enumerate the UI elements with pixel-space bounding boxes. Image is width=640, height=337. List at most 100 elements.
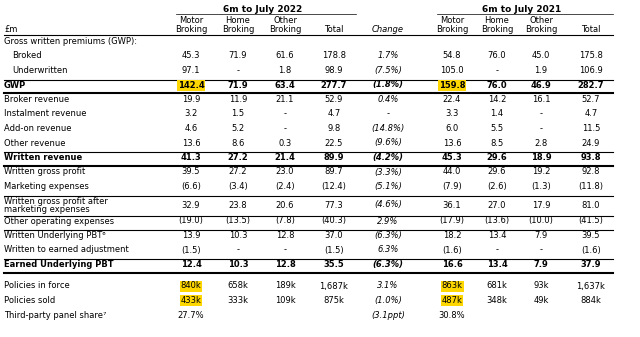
Text: 13.6: 13.6 [182, 139, 200, 148]
Text: Total: Total [324, 25, 344, 34]
Text: (17.9): (17.9) [440, 216, 465, 225]
Text: 61.6: 61.6 [276, 52, 294, 61]
Text: 4.7: 4.7 [328, 110, 340, 119]
Text: 109k: 109k [275, 296, 295, 305]
Text: 1,637k: 1,637k [577, 281, 605, 290]
Text: 2.8: 2.8 [534, 139, 548, 148]
Text: (1.5): (1.5) [324, 245, 344, 254]
Text: 4.6: 4.6 [184, 124, 198, 133]
Text: 178.8: 178.8 [322, 52, 346, 61]
Text: marketing expenses: marketing expenses [4, 206, 90, 214]
Text: 175.8: 175.8 [579, 52, 603, 61]
Text: (3.3%): (3.3%) [374, 167, 402, 177]
Text: (1.6): (1.6) [442, 245, 462, 254]
Text: 6m to July 2021: 6m to July 2021 [482, 5, 561, 14]
Text: (3.1ppt): (3.1ppt) [371, 310, 405, 319]
Text: Written gross profit: Written gross profit [4, 167, 85, 177]
Text: (2.6): (2.6) [487, 182, 507, 191]
Text: 840k: 840k [180, 281, 202, 290]
Text: (9.6%): (9.6%) [374, 139, 402, 148]
Text: Add-on revenue: Add-on revenue [4, 124, 72, 133]
Text: Other: Other [273, 16, 297, 25]
Text: (7.9): (7.9) [442, 182, 462, 191]
Text: (5.1%): (5.1%) [374, 182, 402, 191]
Text: 97.1: 97.1 [182, 66, 200, 75]
Text: Policies sold: Policies sold [4, 296, 55, 305]
Text: (40.3): (40.3) [321, 216, 346, 225]
Text: (7.8): (7.8) [275, 216, 295, 225]
Text: 106.9: 106.9 [579, 66, 603, 75]
Text: Total: Total [581, 25, 601, 34]
Text: 105.0: 105.0 [440, 66, 464, 75]
Text: 6.0: 6.0 [445, 124, 459, 133]
Text: 20.6: 20.6 [276, 201, 294, 210]
Text: 11.5: 11.5 [582, 124, 600, 133]
Text: Underwritten: Underwritten [12, 66, 67, 75]
Text: Motor: Motor [179, 16, 203, 25]
Text: Written to earned adjustment: Written to earned adjustment [4, 245, 129, 254]
Text: 35.5: 35.5 [324, 260, 344, 269]
Text: 1.4: 1.4 [490, 110, 504, 119]
Text: 36.1: 36.1 [443, 201, 461, 210]
Text: -: - [284, 245, 287, 254]
Text: 333k: 333k [227, 296, 248, 305]
Text: (13.6): (13.6) [484, 216, 509, 225]
Text: 10.3: 10.3 [228, 231, 247, 240]
Text: 19.9: 19.9 [182, 95, 200, 104]
Text: 45.3: 45.3 [182, 52, 200, 61]
Text: (10.0): (10.0) [529, 216, 554, 225]
Text: 7.9: 7.9 [534, 260, 548, 269]
Text: 13.6: 13.6 [443, 139, 461, 148]
Text: -: - [540, 110, 543, 119]
Text: Written revenue: Written revenue [4, 153, 83, 162]
Text: 76.0: 76.0 [486, 81, 508, 90]
Text: 27.2: 27.2 [228, 153, 248, 162]
Text: 22.5: 22.5 [325, 139, 343, 148]
Text: 17.9: 17.9 [532, 201, 550, 210]
Text: 37.0: 37.0 [324, 231, 343, 240]
Text: 19.2: 19.2 [532, 167, 550, 177]
Text: 5.2: 5.2 [232, 124, 244, 133]
Text: 12.4: 12.4 [180, 260, 202, 269]
Text: (1.8%): (1.8%) [372, 81, 403, 90]
Text: Home: Home [225, 16, 250, 25]
Text: 76.0: 76.0 [488, 52, 506, 61]
Text: 30.8%: 30.8% [438, 310, 465, 319]
Text: -: - [540, 124, 543, 133]
Text: -: - [237, 66, 239, 75]
Text: 89.9: 89.9 [324, 153, 344, 162]
Text: 37.9: 37.9 [580, 260, 601, 269]
Text: (6.6): (6.6) [181, 182, 201, 191]
Text: 4.7: 4.7 [584, 110, 598, 119]
Text: 12.8: 12.8 [275, 260, 296, 269]
Text: 54.8: 54.8 [443, 52, 461, 61]
Text: Motor: Motor [440, 16, 464, 25]
Text: Broker revenue: Broker revenue [4, 95, 69, 104]
Text: 71.9: 71.9 [228, 52, 247, 61]
Text: (19.0): (19.0) [179, 216, 204, 225]
Text: 39.5: 39.5 [182, 167, 200, 177]
Text: Broking: Broking [481, 25, 513, 34]
Text: 63.4: 63.4 [275, 81, 296, 90]
Text: 13.4: 13.4 [488, 231, 506, 240]
Text: Written gross profit after: Written gross profit after [4, 196, 108, 206]
Text: 46.9: 46.9 [531, 81, 552, 90]
Text: 8.6: 8.6 [231, 139, 244, 148]
Text: Written Underlying PBT⁶: Written Underlying PBT⁶ [4, 231, 106, 240]
Text: 45.0: 45.0 [532, 52, 550, 61]
Text: 5.5: 5.5 [490, 124, 504, 133]
Text: 27.7%: 27.7% [178, 310, 204, 319]
Text: 44.0: 44.0 [443, 167, 461, 177]
Text: £m: £m [4, 25, 17, 34]
Text: 23.8: 23.8 [228, 201, 247, 210]
Text: Broked: Broked [12, 52, 42, 61]
Text: 71.9: 71.9 [228, 81, 248, 90]
Text: Home: Home [484, 16, 509, 25]
Text: 18.9: 18.9 [531, 153, 551, 162]
Text: GWP: GWP [4, 81, 26, 90]
Text: (41.5): (41.5) [579, 216, 604, 225]
Text: (1.0%): (1.0%) [374, 296, 402, 305]
Text: 16.1: 16.1 [532, 95, 550, 104]
Text: 3.1%: 3.1% [378, 281, 399, 290]
Text: 12.8: 12.8 [276, 231, 294, 240]
